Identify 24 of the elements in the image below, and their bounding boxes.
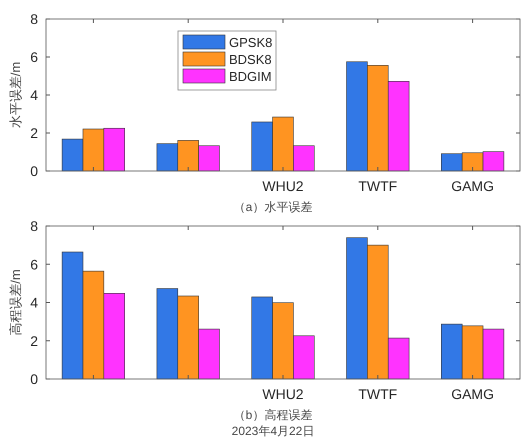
- y-tick-label: 8: [30, 11, 38, 27]
- y-tick-label: 0: [30, 371, 38, 387]
- y-tick-label: 6: [30, 256, 38, 272]
- y-tick-label: 4: [30, 87, 38, 103]
- y-axis-title: 高程误差/m: [8, 269, 23, 336]
- text: 2023年4月22日: [232, 424, 314, 438]
- legend-label: BDGIM: [229, 69, 272, 84]
- x-tick-label: WHU2: [262, 386, 304, 402]
- legend-label: GPSK8: [229, 35, 272, 50]
- y-tick-label: 8: [30, 218, 38, 234]
- legend-label: BDSK8: [229, 52, 272, 67]
- x-axis-title: （a）水平误差: [234, 200, 312, 214]
- y-axis-title: 水平误差/m: [8, 62, 23, 128]
- y-tick-label: 4: [30, 294, 38, 310]
- y-tick-label: 6: [30, 49, 38, 65]
- y-tick-label: 2: [30, 332, 38, 349]
- x-tick-label: WHU2: [262, 178, 304, 194]
- x-axis-title: （b）高程误差: [234, 408, 312, 422]
- x-tick-label: TWTF: [358, 178, 398, 194]
- y-tick-label: 0: [30, 163, 38, 179]
- y-tick-label: 2: [30, 125, 38, 141]
- x-tick-label: GAMG: [451, 386, 494, 402]
- x-tick-label: GAMG: [451, 178, 494, 194]
- x-tick-label: TWTF: [358, 386, 398, 402]
